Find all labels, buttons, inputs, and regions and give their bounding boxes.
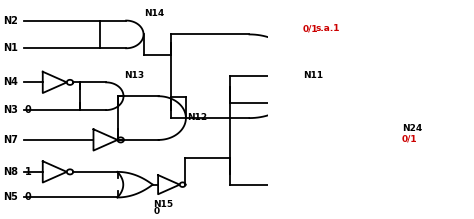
Text: 0: 0 — [25, 193, 32, 202]
Text: N13: N13 — [125, 71, 145, 80]
Text: 0: 0 — [153, 207, 159, 216]
Text: N1: N1 — [3, 43, 18, 53]
Text: N24: N24 — [402, 124, 422, 133]
Text: N14: N14 — [145, 9, 165, 18]
Text: s.a.1: s.a.1 — [316, 24, 340, 33]
Text: N8: N8 — [3, 167, 18, 177]
Text: N12: N12 — [187, 113, 207, 122]
Text: N5: N5 — [3, 193, 18, 202]
Text: N15: N15 — [153, 200, 173, 208]
Text: 0: 0 — [25, 105, 32, 115]
Text: 0/1: 0/1 — [303, 24, 319, 33]
Text: N7: N7 — [3, 135, 18, 145]
Text: N3: N3 — [3, 105, 18, 115]
Text: N11: N11 — [303, 71, 323, 80]
Text: 0/1: 0/1 — [402, 134, 418, 143]
Text: 1: 1 — [25, 167, 32, 177]
Text: N4: N4 — [3, 77, 18, 87]
Text: N2: N2 — [3, 16, 18, 26]
